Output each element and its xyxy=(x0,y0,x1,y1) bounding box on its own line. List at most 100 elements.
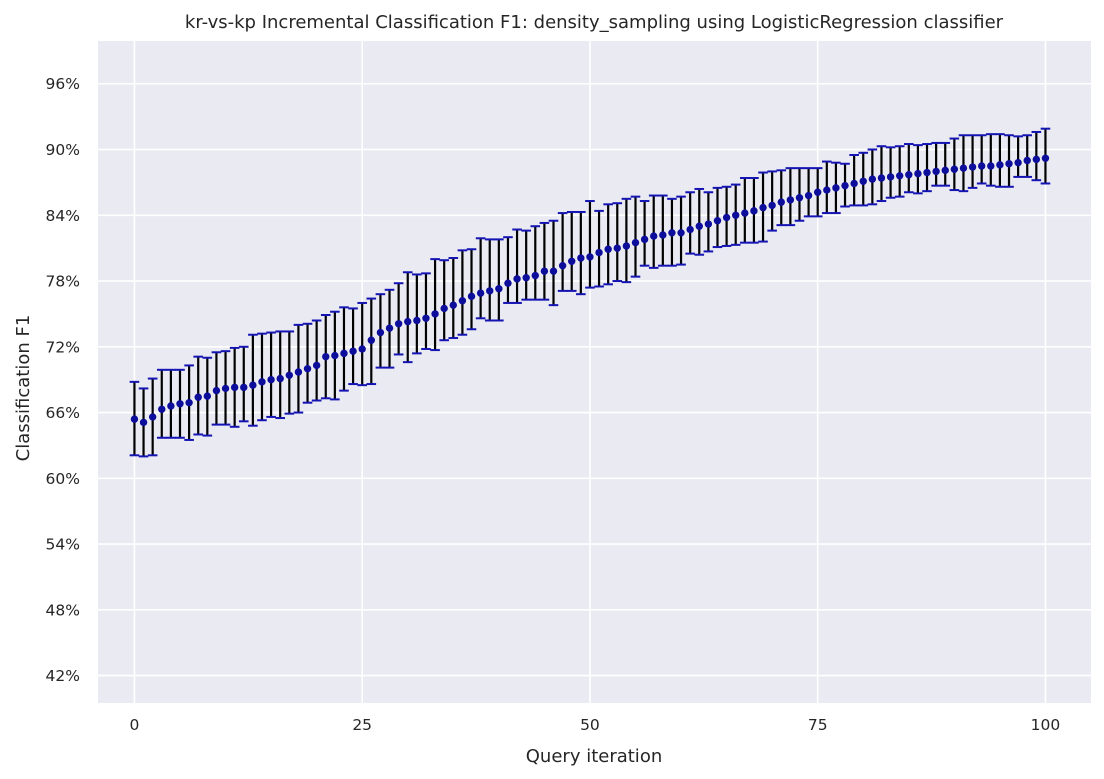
error-bar xyxy=(475,237,486,320)
error-bar xyxy=(393,282,404,356)
data-point xyxy=(804,191,813,200)
data-point xyxy=(367,336,376,344)
data-point xyxy=(859,177,867,185)
data-point xyxy=(877,174,886,182)
data-point xyxy=(449,301,457,309)
data-point xyxy=(458,297,467,305)
error-bar xyxy=(275,330,286,420)
error-bar xyxy=(484,238,495,322)
y-tick-label: 54% xyxy=(46,536,80,554)
data-point xyxy=(959,164,968,172)
error-bar xyxy=(530,225,541,301)
error-bar xyxy=(156,368,167,439)
data-point xyxy=(777,198,785,206)
data-point xyxy=(622,242,631,250)
data-point xyxy=(130,415,139,423)
data-point xyxy=(932,167,940,176)
error-bar xyxy=(995,133,1005,188)
error-bar xyxy=(776,169,787,227)
error-bar xyxy=(521,229,531,301)
data-point xyxy=(394,320,403,328)
x-axis-label: Query iteration xyxy=(526,746,662,767)
error-bar xyxy=(767,170,777,232)
data-point xyxy=(905,171,913,179)
data-point xyxy=(431,310,439,318)
error-bar xyxy=(539,221,550,301)
error-bar xyxy=(439,259,449,342)
gridlines xyxy=(98,41,1091,703)
data-point xyxy=(185,398,193,407)
y-tick-label: 84% xyxy=(46,207,80,225)
data-point xyxy=(668,229,676,237)
x-tick-label: 0 xyxy=(130,716,140,734)
data-point xyxy=(176,400,184,408)
data-point xyxy=(568,257,576,266)
error-bar xyxy=(976,134,987,185)
data-point xyxy=(1032,155,1041,164)
error-bar xyxy=(594,209,604,288)
data-point xyxy=(677,229,685,237)
error-bar xyxy=(585,200,595,289)
data-point xyxy=(194,393,202,401)
data-point xyxy=(385,324,394,332)
data-point xyxy=(895,172,904,180)
data-point xyxy=(486,287,494,295)
data-point xyxy=(349,347,357,355)
chart-title: kr-vs-kp Incremental Classification F1: … xyxy=(185,12,1004,33)
data-point xyxy=(139,418,148,427)
error-bar xyxy=(503,236,513,304)
x-tick-label: 75 xyxy=(808,716,828,734)
data-point xyxy=(595,248,603,257)
error-bar xyxy=(922,143,932,193)
data-point xyxy=(968,163,977,171)
plot-area xyxy=(98,41,1091,703)
error-bar xyxy=(958,134,969,193)
x-tick-label: 100 xyxy=(1031,716,1061,734)
error-bar xyxy=(357,301,367,387)
data-point xyxy=(604,245,612,253)
error-bar xyxy=(876,145,887,203)
data-point xyxy=(531,271,539,280)
data-point xyxy=(331,351,339,360)
data-point xyxy=(923,168,931,177)
data-point xyxy=(404,317,412,326)
data-point xyxy=(249,381,257,389)
data-point xyxy=(987,162,995,170)
data-points xyxy=(130,154,1050,427)
error-bar xyxy=(348,307,358,386)
error-bar xyxy=(257,332,267,422)
data-point xyxy=(240,383,248,392)
data-point xyxy=(613,244,621,252)
error-bar xyxy=(457,249,468,336)
data-point xyxy=(413,316,421,325)
error-bar xyxy=(639,200,650,267)
data-point xyxy=(732,211,740,219)
data-point xyxy=(540,267,549,275)
data-point xyxy=(1005,160,1013,168)
data-point xyxy=(276,374,284,383)
data-point xyxy=(659,231,667,239)
error-bar xyxy=(339,306,349,392)
x-tick-label: 50 xyxy=(580,716,600,734)
error-bar xyxy=(566,210,577,292)
error-bar xyxy=(421,272,431,350)
data-point xyxy=(977,162,986,170)
error-bar xyxy=(612,202,623,283)
error-bar xyxy=(466,248,477,331)
error-bar xyxy=(603,203,613,286)
error-bar xyxy=(931,141,941,187)
error-bar xyxy=(448,257,459,340)
error-bar xyxy=(548,219,559,307)
data-point xyxy=(832,184,840,192)
y-tick-label: 42% xyxy=(46,667,80,685)
data-point xyxy=(285,371,294,379)
data-point xyxy=(376,328,385,337)
data-point xyxy=(950,165,959,173)
data-point xyxy=(558,261,567,270)
data-point xyxy=(823,186,831,194)
error-bar xyxy=(685,191,695,255)
data-point xyxy=(1041,154,1050,162)
data-point xyxy=(312,361,321,370)
error-bar xyxy=(985,133,996,187)
